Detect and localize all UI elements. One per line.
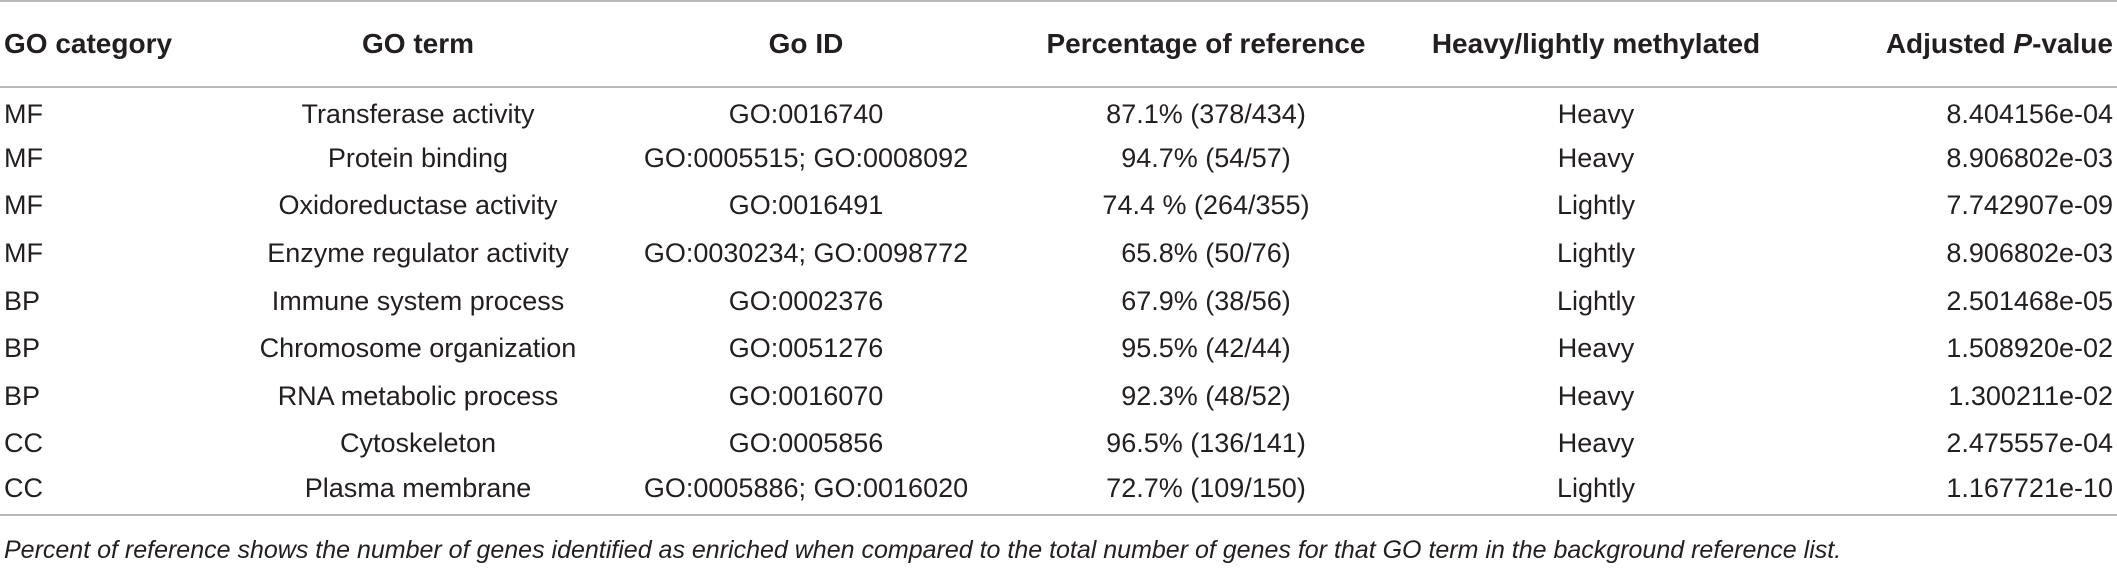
cell-percentage: 72.7% (109/150) xyxy=(1008,467,1404,517)
cell-go-term: Chromosome organization xyxy=(259,333,577,364)
cell-percentage: 92.3% (48/52) xyxy=(1121,380,1291,411)
cell-go-id: GO:0005515; GO:0008092 xyxy=(643,142,969,173)
cell-adjusted-pvalue: 8.906802e-03 xyxy=(1946,142,2113,173)
cell-methylation: Heavy xyxy=(1557,380,1635,411)
table-row: CC Cytoskeleton GO:0005856 96.5% (136/141) H… xyxy=(0,420,2117,468)
cell-percentage: 95.5% (42/44) xyxy=(1121,333,1291,364)
cell-go-term: Protein binding xyxy=(327,142,509,173)
cell-go-id: GO:0016491 xyxy=(728,190,884,221)
cell-go-id: GO:0016070 xyxy=(728,380,884,411)
table-row: CC Plasma membrane GO:0005886; GO:0016020 7… xyxy=(0,467,2117,517)
cell-go-id: GO:0002376 xyxy=(728,285,884,316)
cell-methylation: Lightly xyxy=(1556,190,1636,221)
header-go-id: Go ID xyxy=(604,0,1008,88)
header-methylation: Heavy/lightly methylated xyxy=(1404,0,1788,88)
cell-adjusted-pvalue: 2.475557e-04 xyxy=(1946,428,2113,459)
header-pvalue-italic: P xyxy=(2013,28,2033,59)
cell-go-term: Plasma membrane xyxy=(232,467,604,517)
header-adjusted-pvalue: Adjusted P-value xyxy=(1788,0,2117,88)
cell-go-category: MF xyxy=(4,98,43,129)
table-header: GO category GO term Go ID Percentage of … xyxy=(0,0,2117,88)
cell-go-category: MF xyxy=(4,190,43,221)
cell-methylation: Heavy xyxy=(1557,428,1635,459)
table-row: MF Oxidoreductase activity GO:0016491 74.4 … xyxy=(0,182,2117,230)
table-row: BP Immune system process GO:0002376 67.9% (… xyxy=(0,277,2117,325)
cell-adjusted-pvalue: 2.501468e-05 xyxy=(1946,285,2113,316)
go-enrichment-table: GO category GO term Go ID Percentage of … xyxy=(0,0,2117,517)
header-pvalue-suffix: -value xyxy=(2032,28,2113,59)
cell-percentage: 94.7% (54/57) xyxy=(1121,142,1291,173)
cell-adjusted-pvalue: 1.300211e-02 xyxy=(1948,380,2113,411)
table-row: BP Chromosome organization GO:0051276 95.5%… xyxy=(0,325,2117,373)
cell-methylation: Heavy xyxy=(1557,333,1635,364)
cell-percentage: 96.5% (136/141) xyxy=(1106,428,1306,459)
cell-go-term: RNA metabolic process xyxy=(277,380,559,411)
cell-methylation: Lightly xyxy=(1556,238,1636,269)
cell-go-id: GO:0005886; GO:0016020 xyxy=(604,467,1008,517)
header-row: GO category GO term Go ID Percentage of … xyxy=(0,0,2117,88)
cell-adjusted-pvalue: 8.906802e-03 xyxy=(1946,238,2113,269)
cell-adjusted-pvalue: 8.404156e-04 xyxy=(1946,98,2113,129)
cell-go-category: BP xyxy=(4,285,41,316)
cell-go-category: CC xyxy=(4,428,43,459)
cell-percentage: 65.8% (50/76) xyxy=(1121,238,1291,269)
cell-go-term: Enzyme regulator activity xyxy=(267,238,569,269)
cell-percentage: 67.9% (38/56) xyxy=(1121,285,1291,316)
cell-go-term: Transferase activity xyxy=(301,98,535,129)
cell-go-term: Immune system process xyxy=(271,285,565,316)
table-footnote: Percent of reference shows the number of… xyxy=(4,536,1842,564)
cell-adjusted-pvalue: 7.742907e-09 xyxy=(1946,190,2113,221)
cell-go-category: BP xyxy=(4,380,41,411)
cell-adjusted-pvalue: 1.167721e-10 xyxy=(1788,467,2117,517)
table-row: MF Protein binding GO:0005515; GO:0008092 9… xyxy=(0,135,2117,183)
cell-adjusted-pvalue: 1.508920e-02 xyxy=(1946,333,2113,364)
table-row: MF Enzyme regulator activity GO:0030234; G… xyxy=(0,230,2117,278)
table-body: MF Transferase activity GO:0016740 87.1% (3… xyxy=(0,87,2117,517)
header-go-term: GO term xyxy=(232,0,604,88)
cell-methylation: Heavy xyxy=(1557,142,1635,173)
header-percentage: Percentage of reference xyxy=(1008,0,1404,88)
cell-go-category: BP xyxy=(4,333,41,364)
table-row: MF Transferase activity GO:0016740 87.1% (3… xyxy=(0,87,2117,135)
cell-go-id: GO:0051276 xyxy=(728,333,884,364)
cell-go-term: Oxidoreductase activity xyxy=(278,190,558,221)
header-pvalue-prefix: Adjusted xyxy=(1885,28,2014,59)
cell-go-id: GO:0016740 xyxy=(728,98,884,129)
header-go-category: GO category xyxy=(0,0,232,88)
cell-percentage: 74.4 % (264/355) xyxy=(1102,190,1310,221)
cell-methylation: Heavy xyxy=(1557,98,1635,129)
cell-go-id: GO:0005856 xyxy=(728,428,884,459)
cell-go-term: Cytoskeleton xyxy=(339,428,497,459)
cell-methylation: Lightly xyxy=(1404,467,1788,517)
cell-percentage: 87.1% (378/434) xyxy=(1106,98,1306,129)
cell-go-category: MF xyxy=(4,238,43,269)
table-row: BP RNA metabolic process GO:0016070 92.3% (… xyxy=(0,373,2117,421)
cell-go-category: CC xyxy=(0,467,232,517)
cell-methylation: Lightly xyxy=(1556,285,1636,316)
cell-go-id: GO:0030234; GO:0098772 xyxy=(643,238,969,269)
cell-go-category: MF xyxy=(4,142,43,173)
